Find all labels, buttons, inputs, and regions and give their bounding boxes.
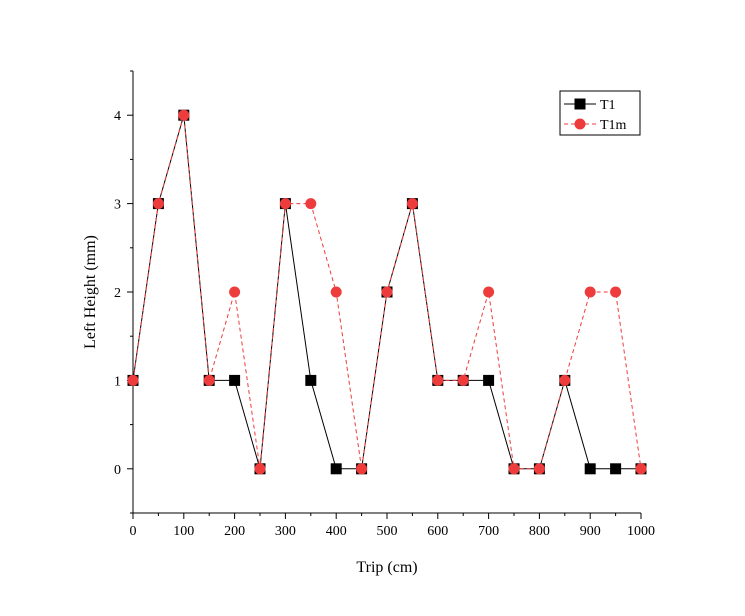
data-point-t1m xyxy=(406,198,418,210)
x-tick-label: 500 xyxy=(377,524,398,539)
data-point-t1m xyxy=(381,286,393,298)
data-point-t1m xyxy=(254,463,266,475)
legend-marker-t1m xyxy=(574,118,586,130)
legend-label-t1m: T1m xyxy=(600,118,627,133)
data-point-t1m xyxy=(127,374,139,386)
data-point-t1m xyxy=(635,463,647,475)
series-layer xyxy=(127,109,647,475)
data-point-t1m xyxy=(229,286,241,298)
data-point-t1m xyxy=(584,286,596,298)
data-point-t1 xyxy=(229,374,241,386)
data-point-t1 xyxy=(610,463,622,475)
data-point-t1m xyxy=(559,374,571,386)
y-axis-title: Left Height (mm) xyxy=(82,235,99,349)
x-tick-label: 300 xyxy=(275,524,296,539)
x-tick-label: 0 xyxy=(130,524,137,539)
data-point-t1m xyxy=(432,374,444,386)
y-tick-label: 2 xyxy=(114,286,121,301)
data-point-t1m xyxy=(305,198,317,210)
y-tick-label: 1 xyxy=(114,374,121,389)
y-tick-label: 4 xyxy=(114,109,121,124)
x-tick-label: 400 xyxy=(326,524,347,539)
legend-box xyxy=(559,90,641,136)
x-tick-label: 1000 xyxy=(627,524,655,539)
y-tick-label: 3 xyxy=(114,198,121,213)
legend-label-t1: T1 xyxy=(600,98,616,113)
data-point-t1m xyxy=(178,109,190,121)
data-point-t1m xyxy=(533,463,545,475)
data-point-t1m xyxy=(203,374,215,386)
data-point-t1m xyxy=(457,374,469,386)
x-tick-label: 700 xyxy=(478,524,499,539)
x-tick-label: 200 xyxy=(224,524,245,539)
legend-marker-t1 xyxy=(574,98,586,110)
data-point-t1m xyxy=(483,286,495,298)
data-point-t1m xyxy=(152,198,164,210)
data-point-t1m xyxy=(610,286,622,298)
y-tick-label: 0 xyxy=(114,463,121,478)
data-point-t1 xyxy=(483,374,495,386)
data-point-t1 xyxy=(330,463,342,475)
axes: 0 100 200 300 400 500 600 700 800 900 1000 0 1 2 3 4 xyxy=(114,70,655,539)
data-point-t1m xyxy=(356,463,368,475)
data-point-t1m xyxy=(330,286,342,298)
data-point-t1m xyxy=(508,463,520,475)
data-point-t1 xyxy=(305,374,317,386)
x-tick-label: 800 xyxy=(529,524,550,539)
x-axis-title: Trip (cm) xyxy=(356,559,417,576)
x-tick-label: 600 xyxy=(427,524,448,539)
data-point-t1m xyxy=(279,198,291,210)
data-point-t1 xyxy=(584,463,596,475)
x-tick-label: 100 xyxy=(173,524,194,539)
x-tick-label: 900 xyxy=(580,524,601,539)
